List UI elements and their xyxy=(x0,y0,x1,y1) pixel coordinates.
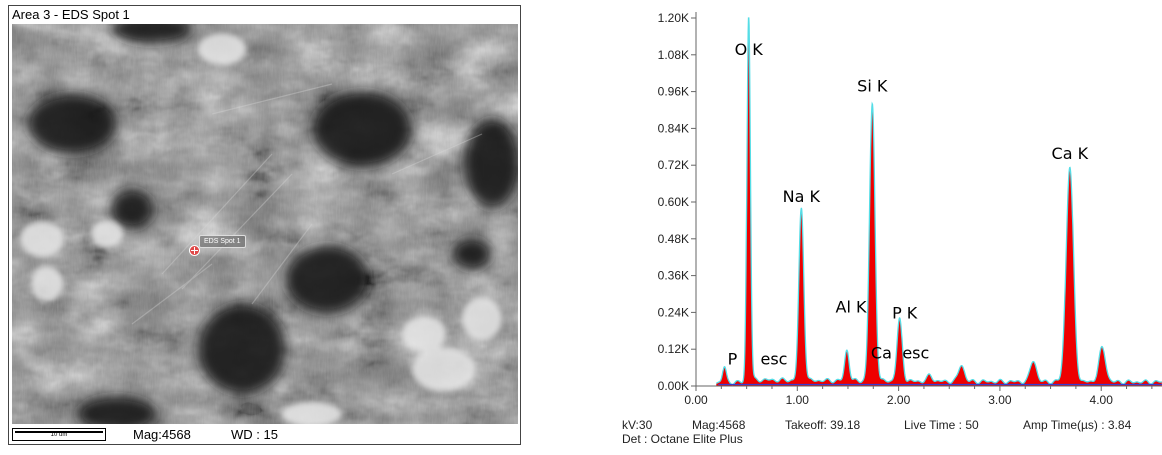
y-tick-label: 0.00K xyxy=(658,379,689,393)
y-tick-label: 0.72K xyxy=(658,158,689,172)
scale-bar-fill xyxy=(15,431,103,433)
peak-label: O K xyxy=(735,40,764,59)
eds-takeoff: Takeoff: 39.18 xyxy=(785,418,861,432)
sem-footer: 10 um Mag:4568 WD : 15 xyxy=(9,424,520,444)
eds-spot-marker[interactable] xyxy=(189,245,200,256)
x-tick-label: 2.00 xyxy=(887,393,911,407)
scale-bar-label: 10 um xyxy=(50,432,68,438)
peak-label: Si K xyxy=(857,77,888,96)
y-tick-label: 1.08K xyxy=(658,48,689,62)
scale-bar: 10 um xyxy=(12,428,106,441)
sem-micrograph xyxy=(12,24,518,424)
eds-amp-time: Amp Time(µs) : 3.84 xyxy=(1023,418,1132,432)
y-tick-label: 0.48K xyxy=(658,232,689,246)
x-axis-ticks: 0.00 1.00 2.00 3.00 4.00 xyxy=(684,386,1153,407)
peak-label: Ca xyxy=(871,343,892,362)
x-tick-label: 3.00 xyxy=(988,393,1012,407)
peak-label: esc xyxy=(761,350,788,369)
eds-kv: kV:30 xyxy=(622,418,653,432)
eds-spectrum-chart: 0.00K 0.12K 0.24K 0.36K 0.48K 0.60K 0.72K 0.84K… xyxy=(658,11,1162,407)
peak-label: Na K xyxy=(783,187,821,206)
y-tick-label: 0.36K xyxy=(658,269,689,283)
eds-mag: Mag:4568 xyxy=(692,418,746,432)
spectrum-outline xyxy=(715,17,1162,386)
y-tick-label: 0.84K xyxy=(658,121,689,135)
y-tick-label: 1.20K xyxy=(658,11,689,25)
peak-label: Ca K xyxy=(1052,144,1089,163)
eds-detector: Det : Octane Elite Plus xyxy=(622,432,743,446)
eds-live-time: Live Time : 50 xyxy=(904,418,979,432)
sem-magnification: Mag:4568 xyxy=(133,427,191,442)
x-tick-label: 0.00 xyxy=(684,393,708,407)
y-axis-ticks: 0.00K 0.12K 0.24K 0.36K 0.48K 0.60K 0.72K 0.84K… xyxy=(658,11,696,393)
y-tick-label: 0.96K xyxy=(658,85,689,99)
crosshair-icon-h xyxy=(191,250,198,251)
x-tick-label: 1.00 xyxy=(786,393,810,407)
x-tick-label: 4.00 xyxy=(1090,393,1114,407)
peak-label: P K xyxy=(892,304,918,323)
peak-label: P xyxy=(728,350,738,369)
peak-label: Al K xyxy=(836,297,867,316)
y-tick-label: 0.60K xyxy=(658,195,689,209)
sem-title: Area 3 - EDS Spot 1 xyxy=(12,7,130,22)
eds-spot-label: EDS Spot 1 xyxy=(199,235,246,248)
y-tick-label: 0.12K xyxy=(658,342,689,356)
y-tick-label: 0.24K xyxy=(658,305,689,319)
peak-label: esc xyxy=(902,343,929,362)
sem-panel: Area 3 - EDS Spot 1 xyxy=(8,5,521,445)
sem-working-distance: WD : 15 xyxy=(231,427,278,442)
